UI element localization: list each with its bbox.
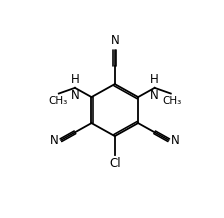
Text: Cl: Cl [109,157,121,170]
Text: N: N [150,89,159,102]
Text: H: H [150,73,159,86]
Text: CH₃: CH₃ [48,96,68,106]
Text: N: N [110,34,119,47]
Text: H: H [71,73,79,86]
Text: CH₃: CH₃ [162,96,181,106]
Text: N: N [71,89,79,102]
Text: N: N [171,134,180,147]
Text: N: N [50,134,58,147]
